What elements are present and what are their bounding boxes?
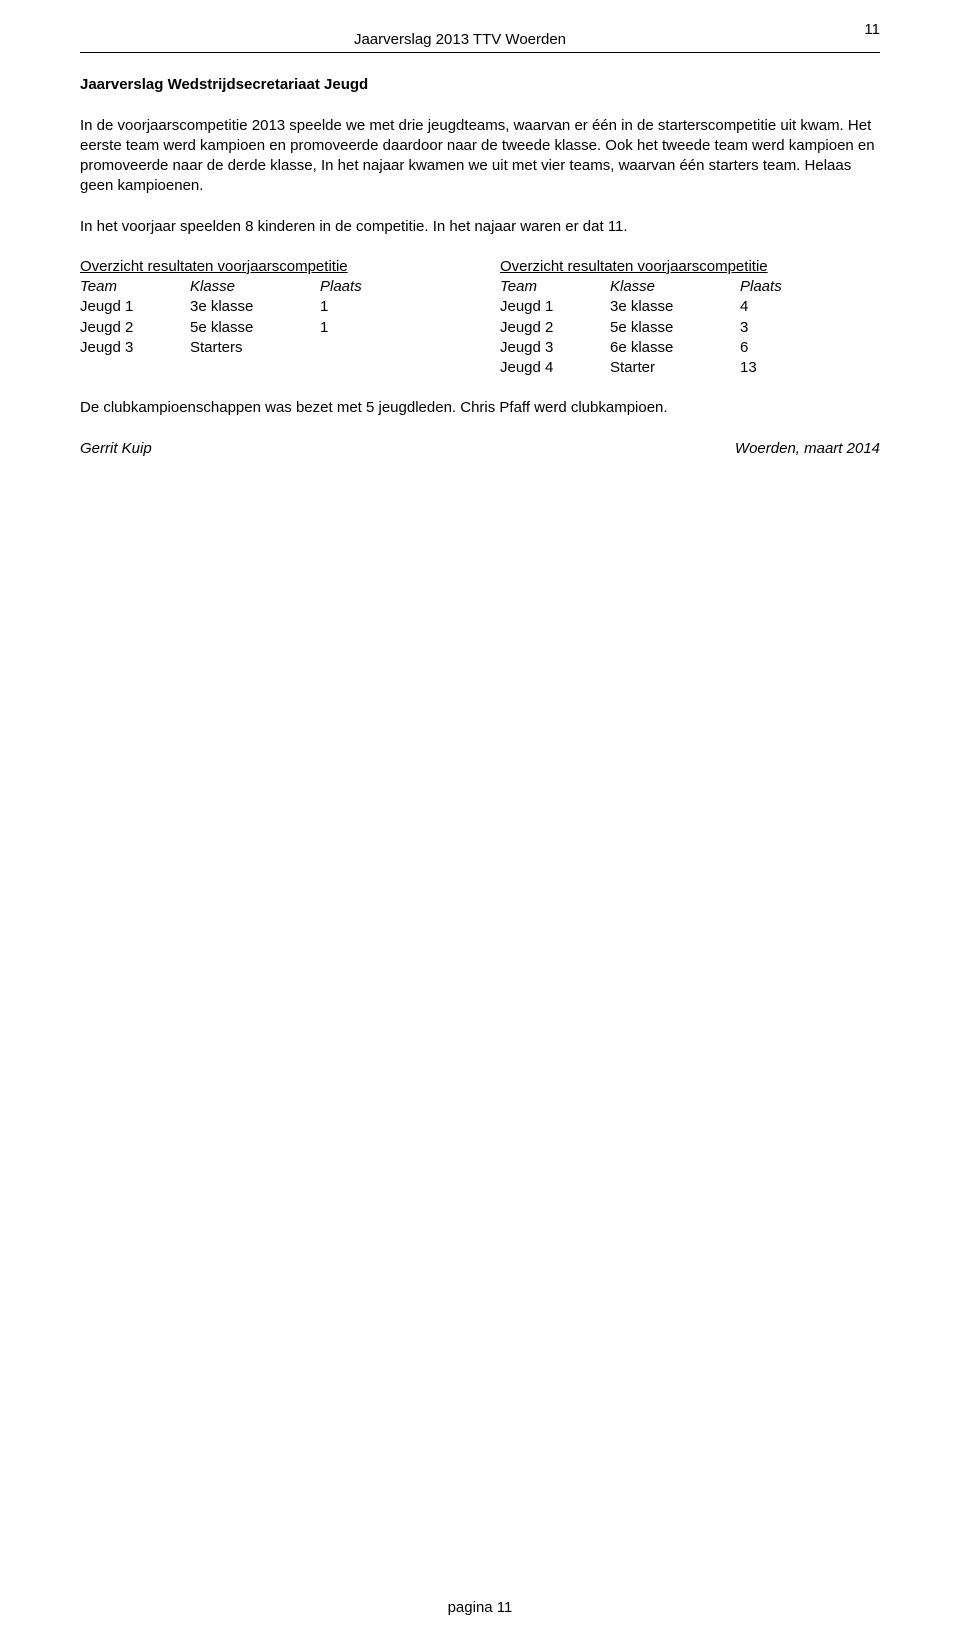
th-plaats: Plaats xyxy=(320,277,390,297)
results-tables: Overzicht resultaten voorjaarscompetitie… xyxy=(80,257,880,379)
table-row: Jeugd 2 5e klasse 1 xyxy=(80,318,460,338)
cell-team: Jeugd 3 xyxy=(80,338,190,358)
table-row: Jeugd 3 6e klasse 6 xyxy=(500,338,880,358)
cell-plaats: 13 xyxy=(740,358,810,378)
cell-klasse: Starter xyxy=(610,358,740,378)
cell-team: Jeugd 4 xyxy=(500,358,610,378)
th-klasse: Klasse xyxy=(610,277,740,297)
paragraph-2: In het voorjaar speelden 8 kinderen in d… xyxy=(80,217,880,237)
cell-klasse: 6e klasse xyxy=(610,338,740,358)
cell-plaats: 6 xyxy=(740,338,810,358)
cell-plaats xyxy=(320,338,390,358)
header-title: Jaarverslag 2013 TTV Woerden xyxy=(80,30,840,50)
cell-team: Jeugd 3 xyxy=(500,338,610,358)
table-left-header: Team Klasse Plaats xyxy=(80,277,460,297)
th-team: Team xyxy=(80,277,190,297)
cell-plaats: 1 xyxy=(320,318,390,338)
results-table-left: Overzicht resultaten voorjaarscompetitie… xyxy=(80,257,460,379)
th-team: Team xyxy=(500,277,610,297)
cell-klasse: 3e klasse xyxy=(610,297,740,317)
table-row: Jeugd 3 Starters xyxy=(80,338,460,358)
th-klasse: Klasse xyxy=(190,277,320,297)
table-row: Jeugd 2 5e klasse 3 xyxy=(500,318,880,338)
signature-author: Gerrit Kuip xyxy=(80,439,152,459)
page-header: Jaarverslag 2013 TTV Woerden 11 xyxy=(80,30,880,53)
page-number-top: 11 xyxy=(840,20,880,40)
paragraph-1-block: In de voorjaarscompetitie 2013 speelde w… xyxy=(80,116,880,197)
table-right-title: Overzicht resultaten voorjaarscompetitie xyxy=(500,257,880,277)
section-title: Jaarverslag Wedstrijdsecretariaat Jeugd xyxy=(80,75,880,95)
cell-team: Jeugd 1 xyxy=(500,297,610,317)
page-footer: pagina 11 xyxy=(0,1598,960,1618)
cell-plaats: 3 xyxy=(740,318,810,338)
cell-klasse: 5e klasse xyxy=(610,318,740,338)
closing-paragraph: De clubkampioenschappen was bezet met 5 … xyxy=(80,398,880,418)
table-row: Jeugd 1 3e klasse 1 xyxy=(80,297,460,317)
cell-team: Jeugd 1 xyxy=(80,297,190,317)
cell-team: Jeugd 2 xyxy=(500,318,610,338)
cell-plaats: 4 xyxy=(740,297,810,317)
table-left-title: Overzicht resultaten voorjaarscompetitie xyxy=(80,257,460,277)
paragraph-1: In de voorjaarscompetitie 2013 speelde w… xyxy=(80,116,880,197)
cell-team: Jeugd 2 xyxy=(80,318,190,338)
table-row: Jeugd 1 3e klasse 4 xyxy=(500,297,880,317)
th-plaats: Plaats xyxy=(740,277,810,297)
signature-row: Gerrit Kuip Woerden, maart 2014 xyxy=(80,439,880,459)
page: Jaarverslag 2013 TTV Woerden 11 Jaarvers… xyxy=(0,0,960,1646)
cell-plaats: 1 xyxy=(320,297,390,317)
table-right-header: Team Klasse Plaats xyxy=(500,277,880,297)
results-table-right: Overzicht resultaten voorjaarscompetitie… xyxy=(500,257,880,379)
cell-klasse: 3e klasse xyxy=(190,297,320,317)
cell-klasse: Starters xyxy=(190,338,320,358)
cell-klasse: 5e klasse xyxy=(190,318,320,338)
table-row: Jeugd 4 Starter 13 xyxy=(500,358,880,378)
signature-place-date: Woerden, maart 2014 xyxy=(735,439,880,459)
